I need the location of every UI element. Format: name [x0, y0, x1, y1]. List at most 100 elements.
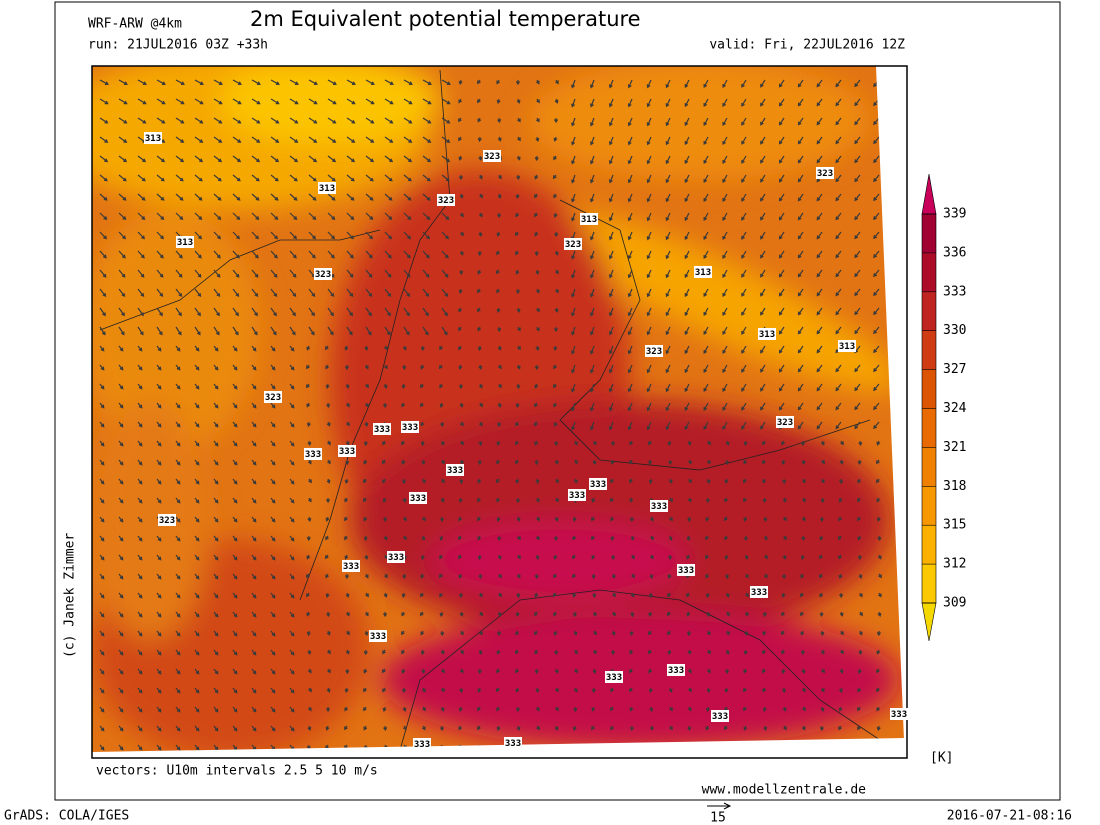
vectors-note: vectors: U10m intervals 2.5 5 10 m/s [96, 764, 378, 779]
contour-label-box [650, 500, 668, 512]
colorbar-tick-label: 312 [943, 557, 966, 572]
contour-label: 333 [606, 673, 622, 683]
contour-label: 333 [374, 425, 390, 435]
contour-label-box [568, 489, 586, 501]
software-label: GrADS: COLA/IGES [4, 809, 129, 824]
contour-label-box [264, 391, 282, 403]
outer-frame [54, 1, 1061, 801]
colorbar-under [921, 602, 937, 642]
colorbar-segment [922, 291, 936, 331]
contour-label-box [645, 345, 663, 357]
colorbar-tick-label: 321 [943, 440, 966, 455]
model-label: WRF-ARW @4km [88, 17, 182, 32]
contour-label: 333 [339, 447, 355, 457]
colorbar-tick-label: 333 [943, 284, 966, 299]
contour-label: 333 [305, 450, 321, 460]
map-field [92, 66, 907, 758]
contour-label-box [776, 416, 794, 428]
contour-label-box [373, 423, 391, 435]
contour-label: 333 [370, 632, 386, 642]
colorbar-tick-label: 339 [943, 207, 966, 222]
contour-label: 313 [695, 268, 711, 278]
contour-label-box [369, 630, 387, 642]
contour-label: 333 [712, 712, 728, 722]
contour-label: 323 [817, 169, 833, 179]
contour-label-box [589, 478, 607, 490]
contour-label-box [580, 213, 598, 225]
contour-label-box [838, 340, 856, 352]
colorbar-tick-label: 315 [943, 518, 966, 533]
map-frame [91, 65, 908, 759]
contour-label: 333 [343, 562, 359, 572]
contour-label: 333 [590, 480, 606, 490]
colorbar-segment [922, 252, 936, 292]
contour-label: 313 [177, 238, 193, 248]
contour-label-box [342, 560, 360, 572]
contour-label: 313 [319, 184, 335, 194]
contour-label-box [304, 448, 322, 460]
contour-label-box [314, 268, 332, 280]
website: www.modellzentrale.de [702, 783, 867, 798]
contour-label-box [446, 464, 464, 476]
contour-label: 333 [388, 553, 404, 563]
contour-label: 323 [265, 393, 281, 403]
contour-label-box [758, 328, 776, 340]
colorbar-over [921, 173, 937, 215]
contour-label: 333 [447, 466, 463, 476]
contour-label: 323 [484, 152, 500, 162]
contour-label: 333 [678, 566, 694, 576]
contour-label-box [564, 238, 582, 250]
colorbar-unit: [K] [930, 751, 953, 766]
contour-label-box [667, 664, 685, 676]
contour-label: 313 [145, 134, 161, 144]
contour-label: 333 [414, 740, 430, 750]
contour-label-box [483, 150, 501, 162]
contour-label-box [338, 445, 356, 457]
contour-label-box [694, 266, 712, 278]
contour-label: 333 [668, 666, 684, 676]
timestamp: 2016-07-21-08:16 [947, 809, 1072, 824]
contour-label-box [677, 564, 695, 576]
contour-label-box [318, 182, 336, 194]
contour-label-box [605, 671, 623, 683]
colorbar-segment [922, 564, 936, 603]
contour-label: 323 [565, 240, 581, 250]
contour-label-box [890, 708, 908, 720]
colorbar-segment [922, 214, 936, 253]
contour-label-box [409, 492, 427, 504]
colorbar-tick-label: 324 [943, 401, 967, 416]
contour-label-box [401, 421, 419, 433]
contour-label: 333 [891, 710, 907, 720]
map-title: 2m Equivalent potential temperature [250, 7, 641, 31]
contour-label: 333 [569, 491, 585, 501]
contour-label-box [144, 132, 162, 144]
contour-label-box [413, 738, 431, 750]
contour-label: 333 [402, 423, 418, 433]
colorbar-tick-label: 336 [943, 245, 966, 260]
contour-label-box [387, 551, 405, 563]
run-label: run: 21JUL2016 03Z +33h [88, 38, 268, 53]
reference-arrow-head [723, 802, 732, 810]
contour-labels: 313 313 313 323 323 313 323 323 323 313 313 313 323 3… [144, 132, 908, 750]
contour-label: 333 [410, 494, 426, 504]
contour-label: 313 [581, 215, 597, 225]
contour-label: 333 [505, 739, 521, 749]
copyright: (c) Janek Zimmer [63, 533, 78, 658]
colorbar-segment [922, 330, 936, 370]
contour-label-box [750, 586, 768, 598]
colorbar-segment [922, 447, 936, 487]
contour-label: 323 [315, 270, 331, 280]
contour-label-box [816, 167, 834, 179]
colorbar-tick-label: 330 [943, 323, 966, 338]
valid-label: valid: Fri, 22JUL2016 12Z [709, 38, 905, 53]
colorbar-segment [922, 525, 936, 565]
contour-label: 323 [777, 418, 793, 428]
contour-label: 313 [759, 330, 775, 340]
wind-vectors [99, 79, 882, 751]
colorbar-segment [922, 408, 936, 448]
contour-label-box [711, 710, 729, 722]
contour-label-box [176, 236, 194, 248]
colorbar: 309 312 315 318 321 324 327 330 333 336 339 [921, 173, 967, 642]
